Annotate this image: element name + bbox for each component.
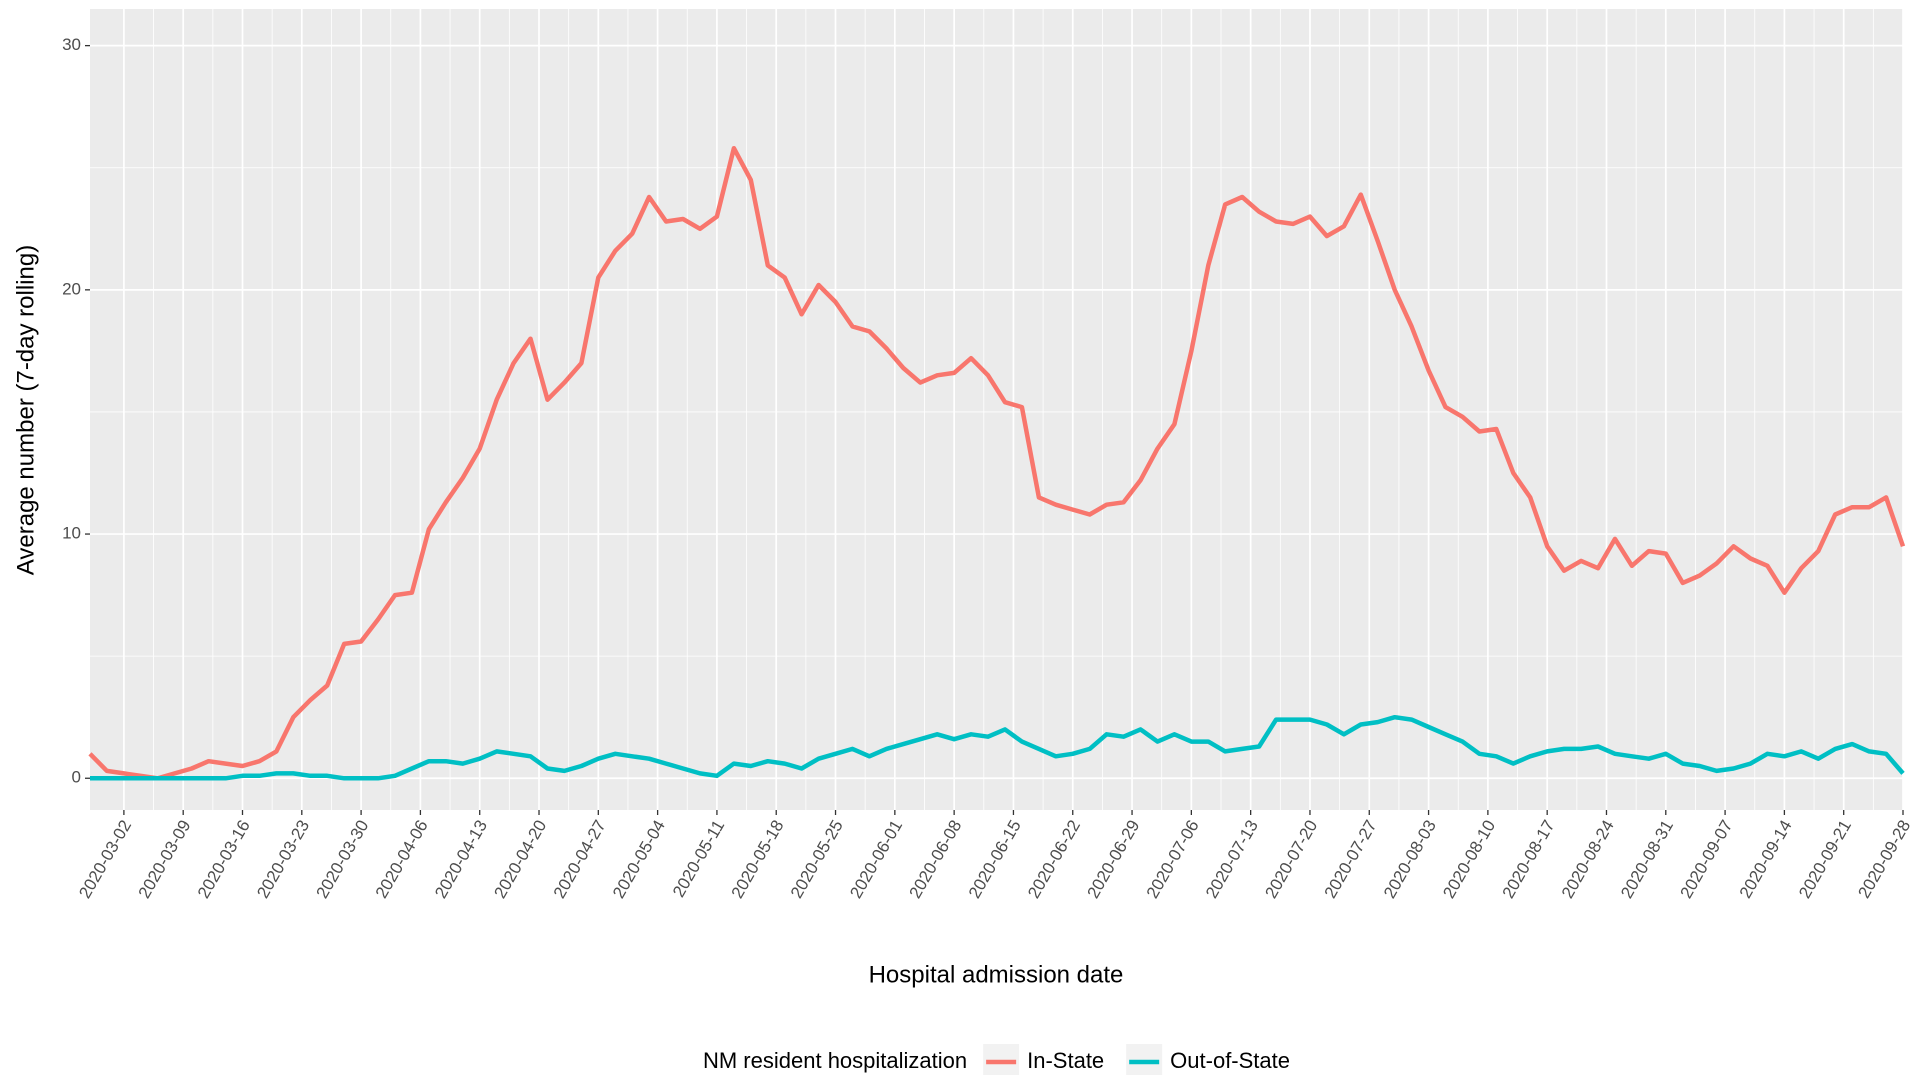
- legend-item: In-State: [983, 1044, 1104, 1075]
- x-tick-label: 2020-05-25: [787, 817, 847, 902]
- x-tick-label: 2020-03-16: [194, 817, 254, 902]
- y-tick-label: 10: [62, 524, 81, 543]
- panel: [90, 9, 1903, 810]
- x-tick-label: 2020-07-13: [1202, 817, 1262, 902]
- x-tick-label: 2020-08-17: [1499, 817, 1559, 902]
- x-tick-label: 2020-09-21: [1795, 817, 1855, 902]
- x-tick-label: 2020-08-24: [1558, 817, 1618, 902]
- x-tick-label: 2020-05-11: [669, 817, 728, 901]
- x-axis-title: Hospital admission date: [869, 961, 1124, 988]
- legend-item: Out-of-State: [1126, 1044, 1290, 1075]
- y-tick-label: 0: [72, 768, 81, 787]
- legend: NM resident hospitalization In-State Out-o…: [703, 1044, 1290, 1075]
- x-tick-label: 2020-06-29: [1083, 817, 1143, 902]
- x-tick-label: 2020-07-20: [1261, 817, 1321, 902]
- x-tick-label: 2020-04-06: [372, 817, 432, 902]
- y-tick-label: 20: [62, 279, 81, 298]
- x-tick-label: 2020-09-14: [1736, 817, 1796, 902]
- series-line: [88, 145, 1906, 781]
- x-tick-label: 2020-04-20: [490, 817, 550, 902]
- legend-label: In-State: [1027, 1048, 1104, 1073]
- x-tick-label: 2020-04-27: [550, 817, 610, 902]
- x-tick-label: 2020-03-23: [253, 817, 313, 902]
- x-tick-label: 2020-06-01: [846, 817, 906, 902]
- y-axis-title: Average number (7-day rolling): [12, 245, 39, 575]
- x-tick-label: 2020-05-04: [609, 817, 669, 902]
- x-tick-label: 2020-04-13: [431, 817, 491, 902]
- legend-key-bg: [983, 1044, 1020, 1075]
- legend-key-bg: [1126, 1044, 1163, 1075]
- x-tick-label: 2020-07-06: [1143, 817, 1203, 902]
- series-line: [90, 714, 1905, 781]
- x-tick-label: 2020-03-02: [75, 817, 135, 902]
- x-tick-label: 2020-08-03: [1380, 817, 1440, 902]
- x-tick-label: 2020-03-09: [135, 817, 195, 902]
- x-tick-label: 2020-09-28: [1854, 817, 1914, 902]
- x-tick-label: 2020-07-27: [1321, 817, 1381, 902]
- x-tick-label: 2020-09-07: [1676, 817, 1736, 902]
- x-tick-label: 2020-05-18: [728, 817, 788, 902]
- grid: [90, 9, 1904, 810]
- x-tick-label: 2020-06-15: [965, 817, 1025, 902]
- x-tick-label: 2020-06-22: [1024, 817, 1084, 902]
- legend-label: Out-of-State: [1170, 1048, 1290, 1073]
- x-tick-label: 2020-06-08: [906, 817, 966, 902]
- lines: [88, 145, 1906, 781]
- legend-title: NM resident hospitalization: [703, 1048, 967, 1073]
- x-tick-label: 2020-08-10: [1439, 817, 1499, 902]
- x-tick-label: 2020-08-31: [1617, 817, 1677, 902]
- x-tick-label: 2020-03-30: [313, 817, 373, 902]
- y-tick-label: 30: [62, 35, 81, 54]
